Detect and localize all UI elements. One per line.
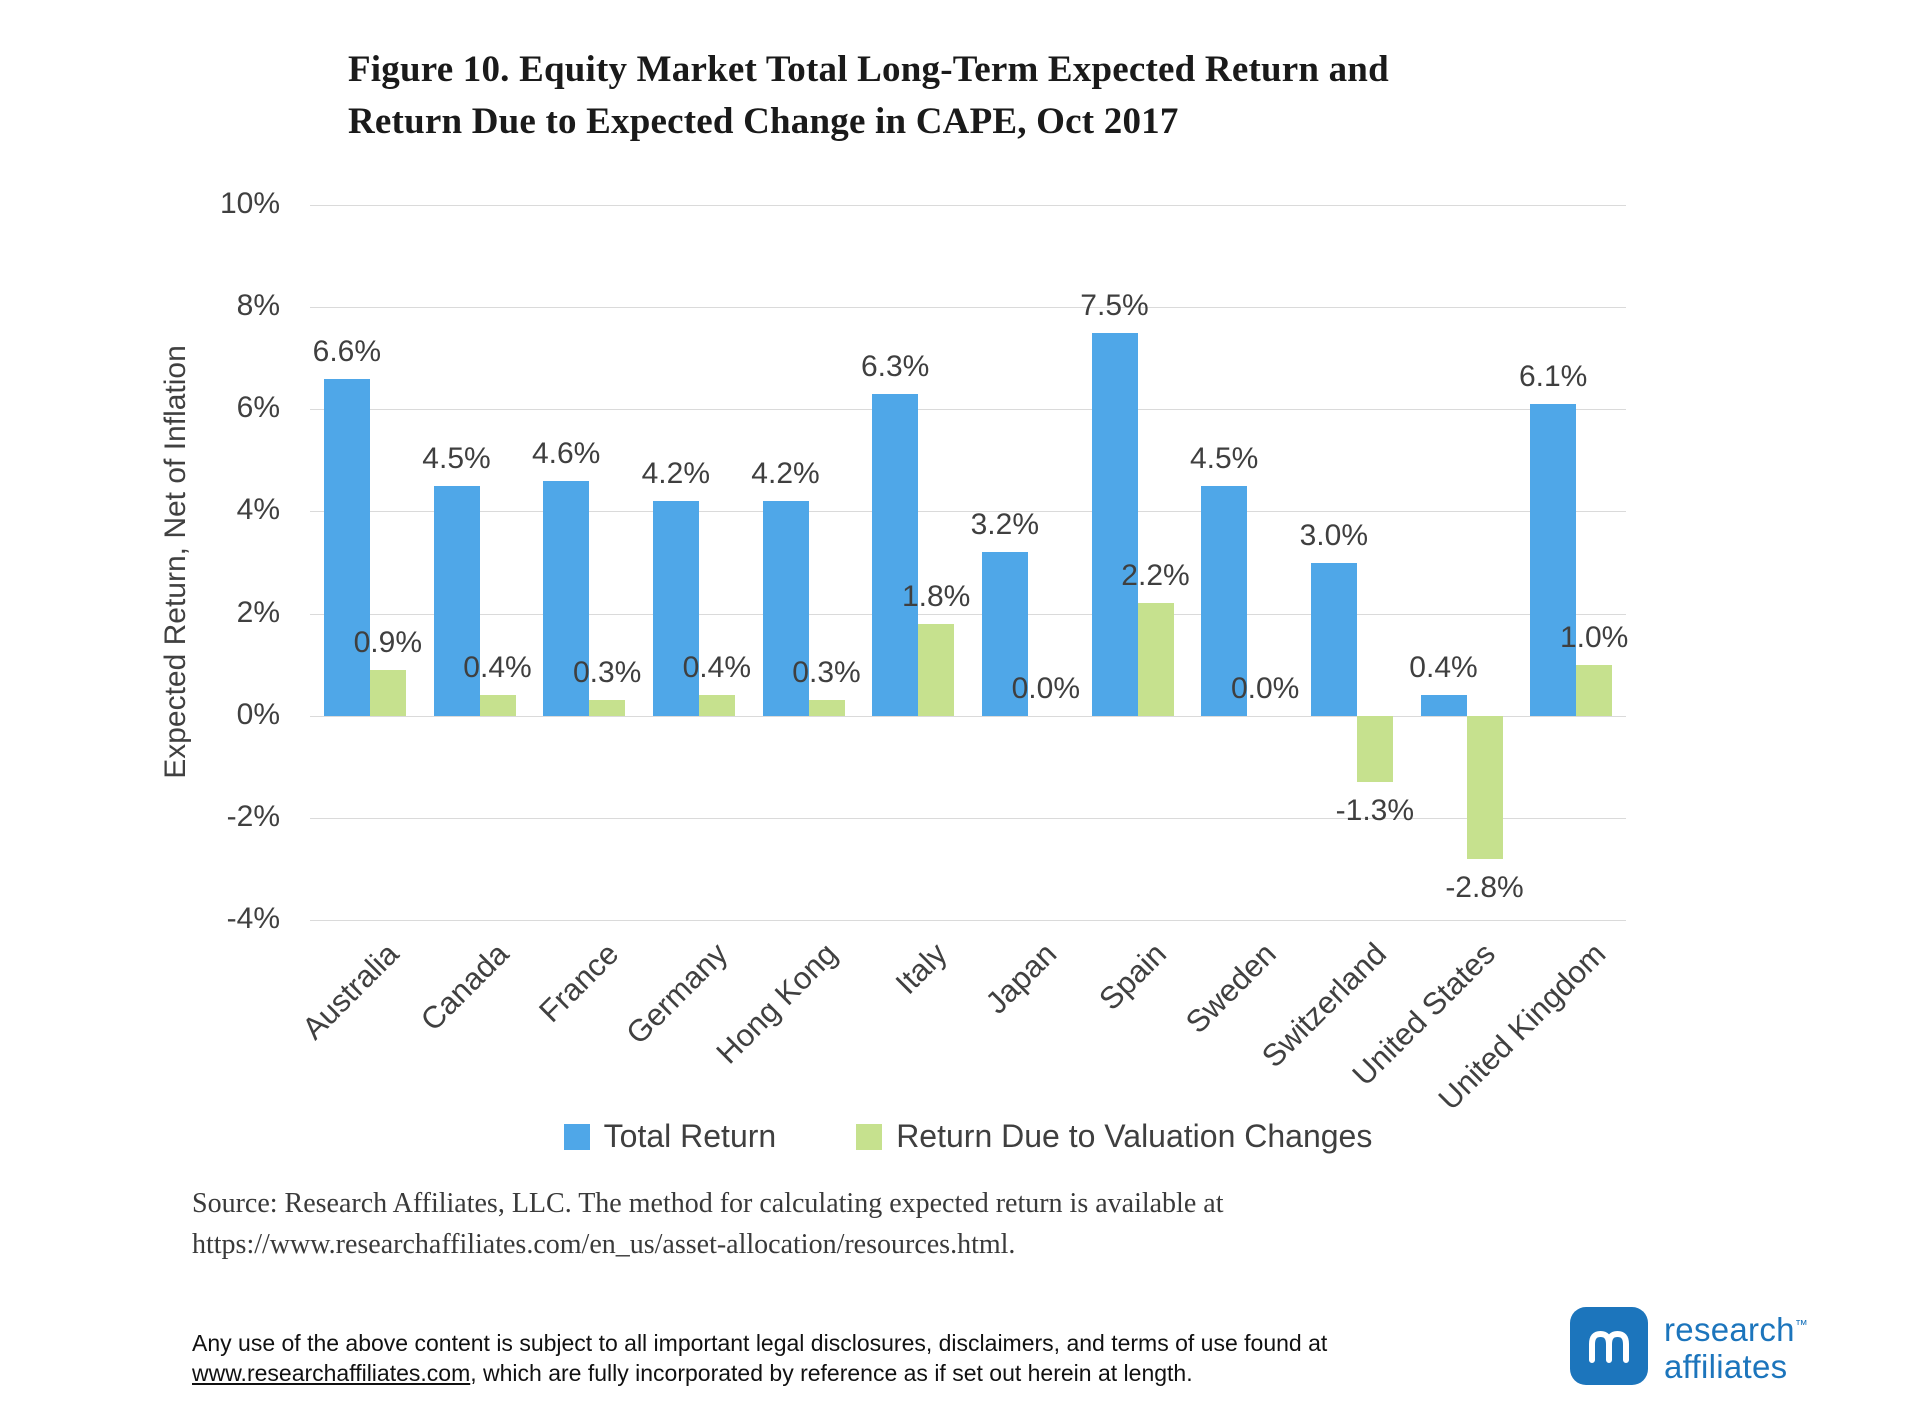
- value-label-return-due-to-valuation-changes-united-kingdom: 1.0%: [1559, 620, 1629, 654]
- website-link[interactable]: www.researchaffiliates.com: [192, 1360, 471, 1386]
- bar-return-due-to-valuation-changes-united-states: [1466, 715, 1503, 859]
- value-label-total-return-spain: 7.5%: [1080, 288, 1149, 322]
- value-label-total-return-united-states: 0.4%: [1409, 651, 1478, 685]
- gridline--4-: [310, 920, 1626, 921]
- value-label-return-due-to-valuation-changes-switzerland: -1.3%: [1335, 794, 1415, 828]
- bar-total-return-france: [543, 480, 590, 716]
- x-axis-label-australia: Australia: [295, 936, 406, 1047]
- bar-total-return-canada: [433, 485, 480, 716]
- legend: Total Return Return Due to Valuation Cha…: [310, 1118, 1626, 1155]
- value-label-total-return-united-kingdom: 6.1%: [1518, 360, 1588, 394]
- trademark-symbol: ™: [1794, 1317, 1809, 1332]
- x-axis-label-canada: Canada: [413, 936, 516, 1038]
- value-label-return-due-to-valuation-changes-australia: 0.9%: [353, 625, 423, 659]
- gridline-0-: [310, 715, 1626, 717]
- x-axis-label-germany: Germany: [619, 936, 735, 1051]
- bar-total-return-united-kingdom: [1530, 404, 1577, 716]
- bar-return-due-to-valuation-changes-switzerland: [1356, 715, 1393, 783]
- gridline--2-: [310, 817, 1626, 819]
- gridline-2-: [310, 613, 1626, 615]
- value-label-return-due-to-valuation-changes-spain: 2.2%: [1121, 559, 1190, 593]
- y-tick-label-8-: 8%: [236, 289, 280, 323]
- legal-text-line1: Any use of the above content is subject …: [192, 1330, 1328, 1356]
- x-axis-label-france: France: [531, 936, 625, 1029]
- bar-total-return-germany: [652, 501, 699, 716]
- bar-return-due-to-valuation-changes-germany: [698, 695, 735, 716]
- chart-title: Figure 10. Equity Market Total Long-Term…: [348, 44, 1389, 148]
- value-label-total-return-japan: 3.2%: [970, 508, 1040, 542]
- plot-area: 10% 8% 6% 4% 2% 0% -2% -4% 6.6% 0.9% Australia 4.5%…: [220, 187, 1628, 1117]
- source-note: Source: Research Affiliates, LLC. The me…: [192, 1183, 1732, 1265]
- value-label-total-return-canada: 4.5%: [422, 441, 491, 475]
- value-label-total-return-switzerland: 3.0%: [1299, 518, 1369, 552]
- research-affiliates-logo-mark-icon: [1570, 1306, 1648, 1385]
- logo-word-affiliates: affiliates: [1664, 1348, 1788, 1385]
- legend-item-total-return: Total Return: [563, 1118, 777, 1155]
- legend-label-valuation-changes: Return Due to Valuation Changes: [896, 1118, 1373, 1154]
- x-axis-label-sweden: Sweden: [1178, 936, 1283, 1040]
- bar-return-due-to-valuation-changes-united-kingdom: [1576, 664, 1613, 716]
- legend-item-valuation-changes: Return Due to Valuation Changes: [856, 1118, 1372, 1155]
- bar-return-due-to-valuation-changes-spain: [1137, 603, 1174, 716]
- value-label-total-return-australia: 6.6%: [312, 334, 382, 368]
- bar-total-return-italy: [872, 393, 919, 716]
- value-label-return-due-to-valuation-changes-japan: 0.0%: [1011, 671, 1081, 705]
- value-label-total-return-sweden: 4.5%: [1189, 441, 1259, 475]
- bar-total-return-united-states: [1420, 695, 1467, 716]
- value-label-total-return-italy: 6.3%: [860, 349, 930, 383]
- chart-title-line2: Return Due to Expected Change in CAPE, O…: [348, 101, 1179, 142]
- value-label-return-due-to-valuation-changes-germany: 0.4%: [682, 651, 752, 685]
- bar-return-due-to-valuation-changes-france: [589, 700, 626, 716]
- bar-total-return-hong-kong: [762, 501, 809, 716]
- value-label-return-due-to-valuation-changes-united-states: -2.8%: [1445, 870, 1524, 904]
- legal-text-rest: , which are fully incorporated by refere…: [470, 1360, 1193, 1386]
- value-label-return-due-to-valuation-changes-hong-kong: 0.3%: [792, 656, 861, 690]
- value-label-total-return-germany: 4.2%: [641, 457, 711, 491]
- gridline-4-: [310, 511, 1626, 513]
- value-label-return-due-to-valuation-changes-france: 0.3%: [572, 656, 642, 690]
- legal-note: Any use of the above content is subject …: [192, 1328, 1422, 1388]
- bar-total-return-sweden: [1201, 485, 1248, 716]
- research-affiliates-logo-text: research™ affiliates: [1664, 1306, 1808, 1385]
- gridline-6-: [310, 409, 1626, 411]
- chart-title-line1: Figure 10. Equity Market Total Long-Term…: [348, 49, 1389, 90]
- y-tick-label--4-: -4%: [226, 902, 280, 935]
- bar-return-due-to-valuation-changes-australia: [369, 669, 406, 716]
- bar-total-return-spain: [1091, 332, 1138, 716]
- gridline-10-: [310, 205, 1626, 206]
- legend-swatch-total-return-icon: [563, 1123, 590, 1150]
- bar-total-return-japan: [981, 552, 1028, 716]
- bar-total-return-switzerland: [1310, 562, 1357, 716]
- value-label-total-return-france: 4.6%: [531, 436, 601, 470]
- value-label-return-due-to-valuation-changes-canada: 0.4%: [463, 651, 532, 685]
- bar-total-return-australia: [323, 378, 370, 716]
- y-tick-label-4-: 4%: [236, 493, 280, 527]
- bar-return-due-to-valuation-changes-canada: [479, 695, 516, 716]
- y-tick-label-6-: 6%: [236, 391, 280, 425]
- legend-swatch-valuation-changes-icon: [856, 1123, 883, 1150]
- bar-return-due-to-valuation-changes-hong-kong: [808, 700, 845, 716]
- value-label-total-return-hong-kong: 4.2%: [751, 457, 820, 491]
- bar-return-due-to-valuation-changes-italy: [918, 623, 955, 716]
- legend-label-total-return: Total Return: [603, 1118, 777, 1154]
- y-tick-label-2-: 2%: [236, 595, 280, 629]
- source-text: Source: Research Affiliates, LLC. The me…: [192, 1188, 1224, 1260]
- research-affiliates-logo: research™ affiliates: [1570, 1306, 1808, 1385]
- y-tick-label--2-: -2%: [226, 799, 280, 833]
- value-label-return-due-to-valuation-changes-sweden: 0.0%: [1230, 671, 1300, 705]
- x-axis-label-japan: Japan: [979, 936, 1064, 1021]
- y-tick-label-10-: 10%: [219, 187, 280, 220]
- x-axis-label-italy: Italy: [888, 936, 954, 1001]
- x-axis-label-spain: Spain: [1092, 936, 1174, 1017]
- gridline-8-: [310, 307, 1626, 309]
- logo-word-research: research: [1664, 1311, 1795, 1348]
- value-label-return-due-to-valuation-changes-italy: 1.8%: [901, 579, 971, 613]
- y-tick-label-0-: 0%: [236, 697, 280, 731]
